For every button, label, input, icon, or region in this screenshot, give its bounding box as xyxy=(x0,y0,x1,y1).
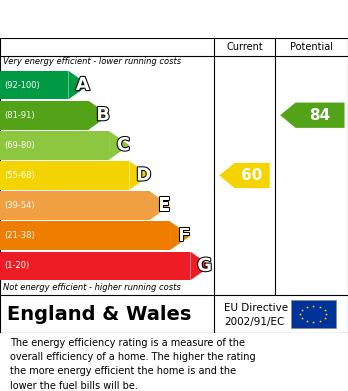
Bar xyxy=(0,161,129,190)
Text: (69-80): (69-80) xyxy=(4,141,35,150)
Text: Very energy efficient - lower running costs: Very energy efficient - lower running co… xyxy=(3,57,182,66)
Polygon shape xyxy=(190,252,211,280)
Text: Potential: Potential xyxy=(290,42,333,52)
Text: (81-91): (81-91) xyxy=(4,111,35,120)
Polygon shape xyxy=(89,101,109,129)
Bar xyxy=(0,101,89,129)
Text: Energy Efficiency Rating: Energy Efficiency Rating xyxy=(10,11,220,27)
Text: The energy efficiency rating is a measure of the
overall efficiency of a home. T: The energy efficiency rating is a measur… xyxy=(10,338,256,391)
Text: B: B xyxy=(96,106,110,124)
Text: E: E xyxy=(158,197,170,215)
Text: 60: 60 xyxy=(242,168,263,183)
Text: C: C xyxy=(117,136,130,154)
Polygon shape xyxy=(129,161,150,190)
Text: G: G xyxy=(197,257,212,275)
Polygon shape xyxy=(280,102,345,128)
Bar xyxy=(0,131,109,160)
Bar xyxy=(0,71,69,99)
Bar xyxy=(0,191,150,220)
Polygon shape xyxy=(109,131,129,160)
Polygon shape xyxy=(69,71,89,99)
Bar xyxy=(291,300,336,328)
Text: Current: Current xyxy=(226,42,263,52)
Polygon shape xyxy=(150,191,170,220)
Text: (1-20): (1-20) xyxy=(4,262,30,271)
Polygon shape xyxy=(219,163,270,188)
Bar xyxy=(0,252,190,280)
Text: (39-54): (39-54) xyxy=(4,201,35,210)
Text: England & Wales: England & Wales xyxy=(7,305,191,323)
Text: 84: 84 xyxy=(309,108,331,123)
Bar xyxy=(0,221,170,250)
Text: Not energy efficient - higher running costs: Not energy efficient - higher running co… xyxy=(3,283,181,292)
Polygon shape xyxy=(170,221,190,250)
Text: EU Directive: EU Directive xyxy=(224,303,288,312)
Text: F: F xyxy=(178,227,190,245)
Text: (21-38): (21-38) xyxy=(4,231,35,240)
Text: D: D xyxy=(136,167,151,185)
Text: (92-100): (92-100) xyxy=(4,81,40,90)
Text: (55-68): (55-68) xyxy=(4,171,35,180)
Text: A: A xyxy=(76,76,90,94)
Text: 2002/91/EC: 2002/91/EC xyxy=(224,317,285,327)
